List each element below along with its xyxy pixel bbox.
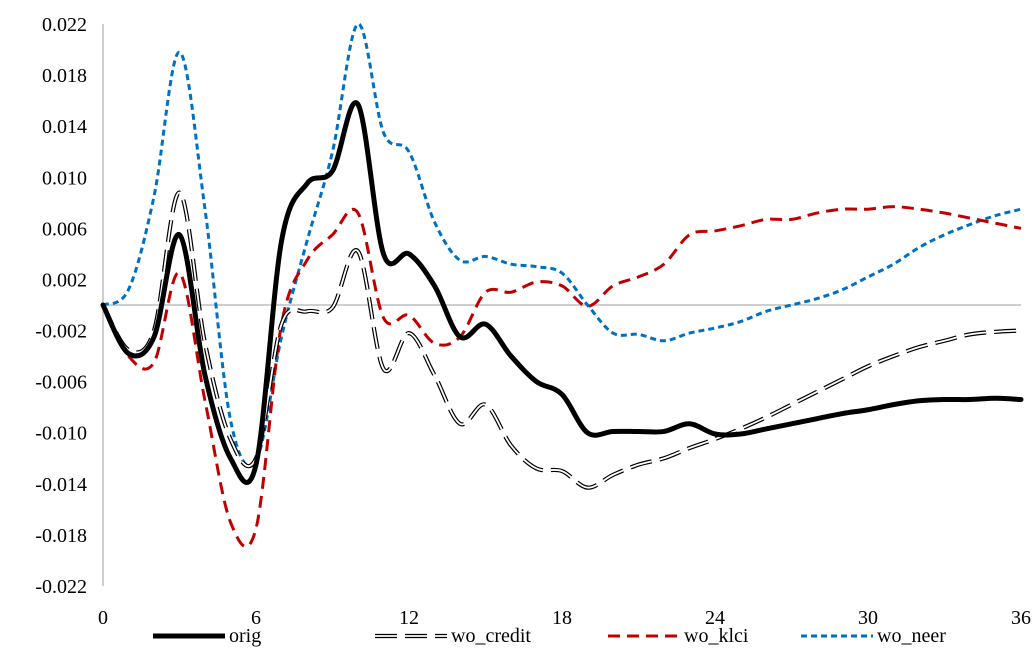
legend-item-wo_neer: wo_neer — [801, 625, 946, 647]
series-line-wo_credit — [102, 191, 1022, 489]
series-layer — [100, 22, 1024, 548]
y-tick-label: -0.010 — [35, 423, 87, 445]
legend-label: wo_neer — [877, 625, 946, 647]
x-tick-label: 6 — [251, 607, 261, 629]
legend-item-wo_credit: wo_credit — [375, 625, 531, 647]
y-tick-label: 0.022 — [42, 14, 87, 36]
y-tick-label: -0.002 — [35, 321, 87, 343]
x-tick-label: 18 — [552, 607, 572, 629]
y-tick-label: 0.014 — [42, 116, 87, 138]
series-line-wo_klci — [101, 205, 1022, 548]
legend: orig wo_credit wo_klci wo_neer — [153, 625, 946, 647]
series-line-wo_neer — [102, 22, 1022, 468]
legend-item-wo_klci: wo_klci — [608, 625, 749, 647]
y-tick-label: -0.018 — [35, 525, 87, 547]
x-tick-label: 30 — [858, 607, 878, 629]
y-tick-label: -0.006 — [35, 372, 87, 394]
y-tick-label: -0.022 — [35, 576, 87, 598]
series-line-orig — [100, 100, 1024, 485]
y-tick-label: 0.006 — [42, 218, 87, 240]
legend-label: wo_credit — [451, 625, 531, 647]
x-axis-ticks: 0 6 12 18 24 30 36 — [98, 607, 1031, 629]
legend-label: wo_klci — [684, 625, 749, 647]
y-tick-label: -0.014 — [35, 474, 87, 496]
y-axis-ticks: 0.022 0.018 0.014 0.010 0.006 0.002 -0.002 -0.0… — [35, 14, 87, 598]
series-line-wo_credit-outline — [101, 190, 1022, 490]
x-tick-label: 24 — [705, 607, 725, 629]
x-tick-label: 12 — [399, 607, 419, 629]
y-tick-label: 0.018 — [42, 65, 87, 87]
legend-item-orig: orig — [153, 625, 261, 647]
x-tick-label: 0 — [98, 607, 108, 629]
y-tick-label: 0.002 — [42, 269, 87, 291]
legend-label: orig — [229, 625, 261, 647]
x-tick-label: 36 — [1011, 607, 1031, 629]
y-tick-label: 0.010 — [42, 167, 87, 189]
